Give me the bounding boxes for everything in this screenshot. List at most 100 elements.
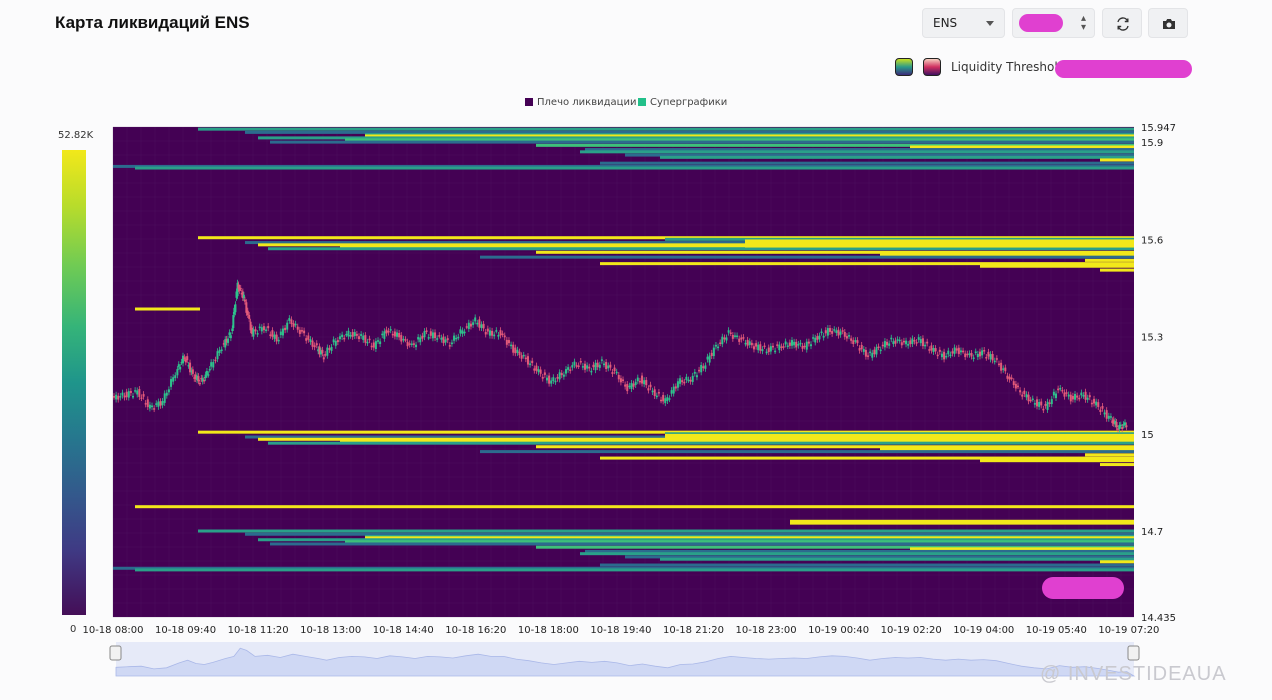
candle [516,349,519,353]
candle [953,347,956,354]
candle [360,334,363,336]
liquidation-band [1085,258,1134,262]
candle [562,374,565,377]
candle [1023,390,1026,395]
candle [938,349,941,352]
candle [256,333,259,335]
liquidation-slab [665,433,1134,439]
x-tick-label: 10-18 16:20 [445,625,506,636]
liquidation-band [480,255,1134,259]
legend-item-supercharts[interactable]: Суперграфики [638,97,727,108]
candle [638,380,641,383]
candle [653,389,656,397]
candle [731,335,734,339]
candle [358,336,361,340]
candle [210,362,213,367]
redacted-blob [1019,14,1063,32]
liquidation-band [365,536,1134,540]
candle [134,390,137,392]
candle [569,369,572,371]
candle [843,331,846,337]
refresh-button[interactable] [1102,8,1142,38]
legend-swatch [638,98,646,106]
candle [613,367,616,372]
candle [548,375,551,384]
candle [231,328,234,332]
symbol-select[interactable]: ENS [922,8,1005,38]
candle [539,369,542,374]
candle [1052,391,1055,396]
candle [338,336,341,340]
navigator-handle[interactable] [1127,645,1140,661]
candle [290,319,293,325]
navigator-handle[interactable] [109,645,122,661]
candle [871,352,874,358]
candle [829,328,832,332]
candle [674,386,677,389]
liquidity-threshold-slider[interactable] [1055,60,1192,78]
liquidation-band [480,450,1134,454]
candle [222,343,225,345]
candle [205,370,208,375]
magma-palette-button[interactable] [923,58,941,76]
candle [281,328,284,336]
candle [448,345,451,347]
candle [955,348,958,351]
candle [848,335,851,337]
candle [370,345,373,348]
candle [425,330,428,332]
candle [1031,398,1034,401]
candle [1012,381,1015,386]
candle [695,375,698,378]
candle [469,323,472,327]
candle [298,329,301,334]
candle [353,332,356,337]
candle [945,355,948,358]
candle [991,353,994,361]
candle [1071,395,1074,400]
candle [349,335,352,337]
candle [869,351,872,354]
candle [721,336,724,345]
candle [894,340,897,344]
candle [881,344,884,347]
y-tick-label: 15.947 [1141,123,1176,134]
candle [224,339,227,348]
candle [1055,393,1058,399]
legend-item-liquidation-leverage[interactable]: Плечо ликвидации [525,97,636,108]
candle [491,330,494,336]
candle [962,350,965,353]
candle [611,372,614,374]
candle [898,339,901,342]
candle [208,369,211,371]
candle [603,363,606,366]
liquidation-band [245,130,1134,134]
liquidation-band [198,430,1134,434]
candle [824,330,827,334]
candle [1101,406,1104,409]
interval-select[interactable]: ▴ ▾ [1012,8,1095,38]
candle [835,330,838,333]
candle [332,339,335,343]
candle [317,349,320,352]
liquidation-band [345,138,1134,142]
candle [237,284,240,289]
candle [1000,362,1003,371]
candle [1065,392,1068,394]
candle [355,333,358,336]
candle [294,323,297,326]
candle [136,390,139,395]
viridis-palette-button[interactable] [895,58,913,76]
liquidation-band [258,136,1134,140]
candle [757,344,760,351]
candle [318,346,321,355]
candle [949,354,952,357]
candle [782,346,785,348]
liquidation-band [245,532,1134,536]
candle [985,357,988,359]
candle [334,340,337,346]
candle [854,340,857,342]
candle [393,331,396,337]
screenshot-button[interactable] [1148,8,1188,38]
